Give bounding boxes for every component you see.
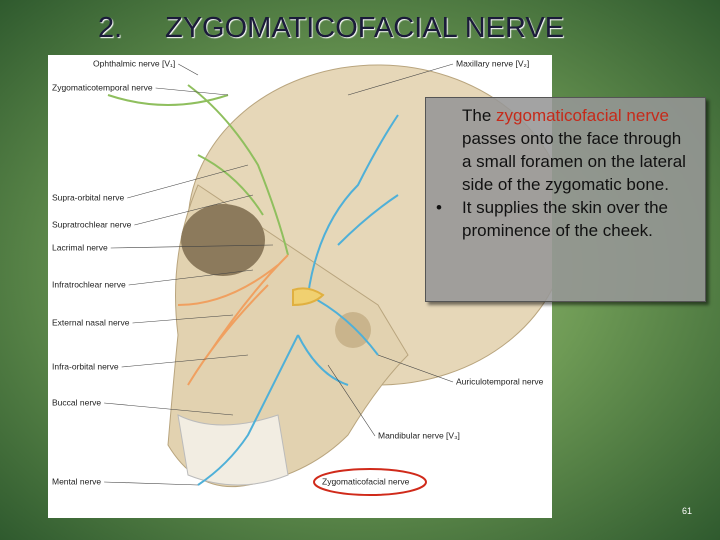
text-box: The zygomaticofacial nerve passes onto t… xyxy=(425,97,706,302)
leader-line xyxy=(327,364,376,437)
leader-line xyxy=(132,314,234,324)
figure-label: Mental nerve xyxy=(52,476,101,486)
leader-line xyxy=(110,244,274,249)
leader-line xyxy=(347,63,454,96)
figure-label: Infra-orbital nerve xyxy=(52,361,119,371)
figure-label: Infratrochlear nerve xyxy=(52,279,126,289)
figure-label: Supra-orbital nerve xyxy=(52,192,125,202)
figure-label: Auriculotemporal nerve xyxy=(456,376,544,386)
figure-label: Zygomaticofacial nerve xyxy=(322,476,410,486)
page-number: 61 xyxy=(682,506,693,516)
leader-line xyxy=(178,63,199,76)
text: passes onto the face through a small for… xyxy=(462,129,686,194)
figure-label: External nasal nerve xyxy=(52,317,130,327)
figure-label: Zygomaticotemporal nerve xyxy=(52,82,153,92)
leader-line xyxy=(104,402,234,416)
leader-line xyxy=(104,481,199,486)
paragraph: The zygomaticofacial nerve passes onto t… xyxy=(462,104,695,196)
bullet: It supplies the skin over the prominence… xyxy=(436,196,695,242)
leader-line xyxy=(155,87,229,96)
figure-label: Buccal nerve xyxy=(52,397,101,407)
nerves xyxy=(107,84,399,486)
leader-line xyxy=(127,164,249,199)
leader-line xyxy=(377,354,454,383)
slide-title: ZYGOMATICOFACIAL NERVE xyxy=(165,12,565,44)
text: The xyxy=(462,106,497,125)
leader-line xyxy=(134,194,254,226)
leader-line xyxy=(121,354,249,368)
slide-number: 2. xyxy=(98,12,123,44)
figure-label: Supratrochlear nerve xyxy=(52,219,132,229)
figure-label: Mandibular nerve [V₃] xyxy=(378,430,460,440)
highlight-circle xyxy=(313,468,427,496)
figure-label: Maxillary nerve [V₂] xyxy=(456,58,529,68)
leader-line xyxy=(128,269,254,286)
figure-label: Lacrimal nerve xyxy=(52,242,108,252)
highlight: zygomaticofacial nerve xyxy=(496,106,669,125)
figure-label: Ophthalmic nerve [V₁] xyxy=(93,58,175,68)
